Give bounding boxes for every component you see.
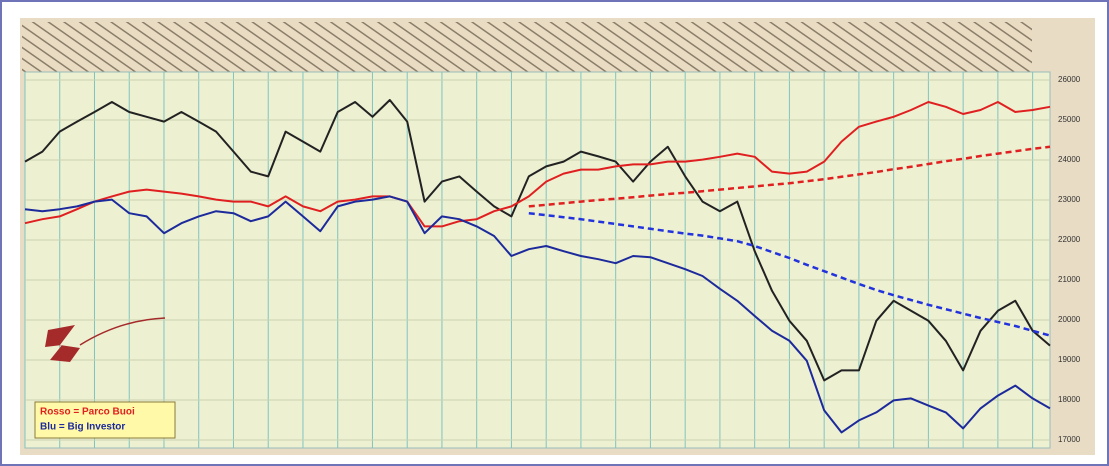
y-tick-label: 20000 (1058, 315, 1081, 324)
y-tick-label: 26000 (1058, 75, 1081, 84)
series-line (528, 145, 1051, 208)
series-line (24, 195, 1051, 434)
vertical-grid (24, 72, 1034, 448)
plot-layer (24, 79, 1051, 441)
legend-entry: Rosso = Parco Buoi (40, 407, 135, 418)
logo-swash (79, 317, 166, 346)
y-tick-label: 25000 (1058, 115, 1081, 124)
series-line (528, 211, 1051, 337)
y-tick-label: 22000 (1058, 235, 1081, 244)
series-line (24, 99, 1051, 382)
y-tick-label: 17000 (1058, 435, 1081, 444)
date-band (22, 22, 1032, 72)
y-tick-label: 24000 (1058, 155, 1081, 164)
legend-entry: Blu = Big Investor (40, 422, 125, 433)
y-tick-label: 19000 (1058, 355, 1081, 364)
legend-box (34, 401, 176, 439)
y-tick-label: 23000 (1058, 195, 1081, 204)
y-tick-label: 21000 (1058, 275, 1081, 284)
y-tick-label: 18000 (1058, 395, 1081, 404)
plot-area (24, 71, 1051, 449)
logo-mark (45, 325, 80, 362)
series-line (24, 101, 1051, 228)
logo (45, 317, 166, 362)
